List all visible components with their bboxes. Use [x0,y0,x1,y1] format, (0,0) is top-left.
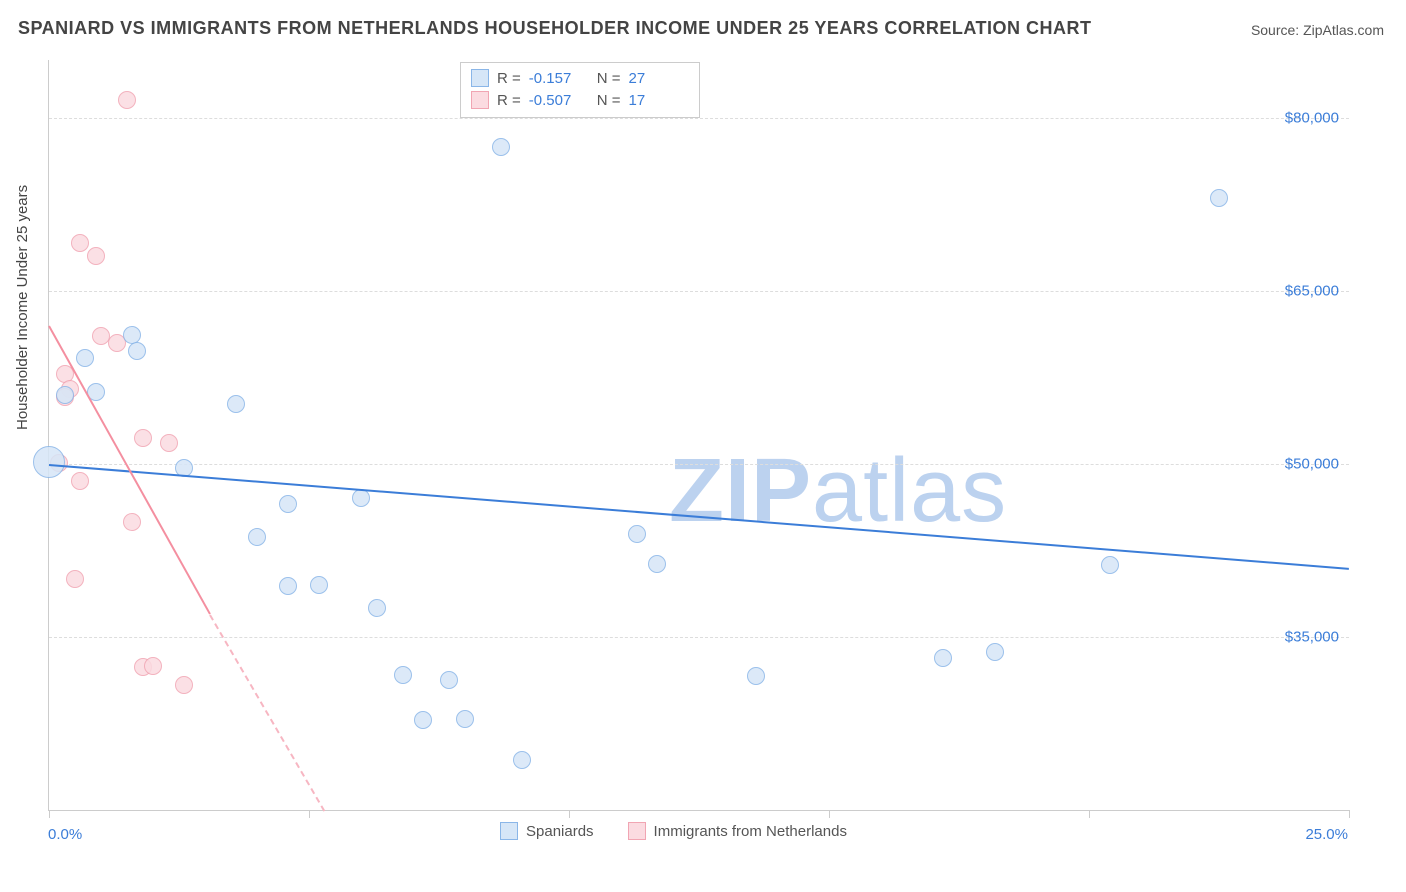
spaniards-point [934,649,952,667]
spaniards-point [456,710,474,728]
x-tick [49,810,50,818]
x-tick [829,810,830,818]
spaniards-point [1210,189,1228,207]
y-tick-label: $35,000 [1285,628,1339,645]
chart-title: SPANIARD VS IMMIGRANTS FROM NETHERLANDS … [18,18,1092,39]
r-value-spaniards: -0.157 [529,70,589,87]
legend-item-netherlands: Immigrants from Netherlands [628,822,847,840]
spaniards-point [414,711,432,729]
spaniards-point [352,489,370,507]
spaniards-point [33,446,65,478]
spaniards-point [76,349,94,367]
legend: Spaniards Immigrants from Netherlands [500,822,847,840]
x-axis-min-label: 0.0% [48,826,82,843]
x-tick [309,810,310,818]
r-label: R = [497,92,521,109]
legend-item-spaniards: Spaniards [500,822,594,840]
n-value-spaniards: 27 [629,70,689,87]
n-label: N = [597,92,621,109]
netherlands-point [175,676,193,694]
n-label: N = [597,70,621,87]
y-tick-label: $65,000 [1285,282,1339,299]
spaniards-point [628,525,646,543]
netherlands-point [123,513,141,531]
netherlands-point [71,234,89,252]
netherlands-point [144,657,162,675]
netherlands-point [160,434,178,452]
x-tick [569,810,570,818]
r-label: R = [497,70,521,87]
source-attribution: Source: ZipAtlas.com [1251,22,1384,38]
r-value-netherlands: -0.507 [529,92,589,109]
y-axis-title: Householder Income Under 25 years [14,185,31,430]
spaniards-point [56,386,74,404]
netherlands-point [66,570,84,588]
spaniards-point [648,555,666,573]
spaniards-point [747,667,765,685]
trend-line-netherlands-extrapolated [209,614,325,811]
n-value-netherlands: 17 [629,92,689,109]
legend-swatch-netherlands [628,822,646,840]
spaniards-point [368,599,386,617]
scatter-plot-area: ZIPatlas $35,000 $50,000 $65,000 $80,000 [48,60,1349,811]
spaniards-point [492,138,510,156]
gridline [49,637,1349,638]
spaniards-point [248,528,266,546]
spaniards-point [310,576,328,594]
netherlands-point [118,91,136,109]
gridline [49,464,1349,465]
watermark-atlas: atlas [812,441,1007,541]
spaniards-point [279,495,297,513]
legend-label-netherlands: Immigrants from Netherlands [654,823,847,840]
y-tick-label: $80,000 [1285,109,1339,126]
swatch-spaniards [471,69,489,87]
correlation-stats-box: R = -0.157 N = 27 R = -0.507 N = 17 [460,62,700,118]
netherlands-point [71,472,89,490]
spaniards-point [440,671,458,689]
netherlands-point [134,429,152,447]
spaniards-point [513,751,531,769]
spaniards-point [227,395,245,413]
x-axis-max-label: 25.0% [1305,826,1348,843]
spaniards-point [1101,556,1119,574]
legend-label-spaniards: Spaniards [526,823,594,840]
watermark-zip: ZIP [669,441,812,541]
spaniards-point [986,643,1004,661]
spaniards-point [279,577,297,595]
gridline [49,291,1349,292]
netherlands-point [87,247,105,265]
legend-swatch-spaniards [500,822,518,840]
spaniards-point [128,342,146,360]
swatch-netherlands [471,91,489,109]
x-tick [1349,810,1350,818]
stats-row-netherlands: R = -0.507 N = 17 [471,89,689,111]
stats-row-spaniards: R = -0.157 N = 27 [471,67,689,89]
x-tick [1089,810,1090,818]
spaniards-point [394,666,412,684]
y-tick-label: $50,000 [1285,455,1339,472]
